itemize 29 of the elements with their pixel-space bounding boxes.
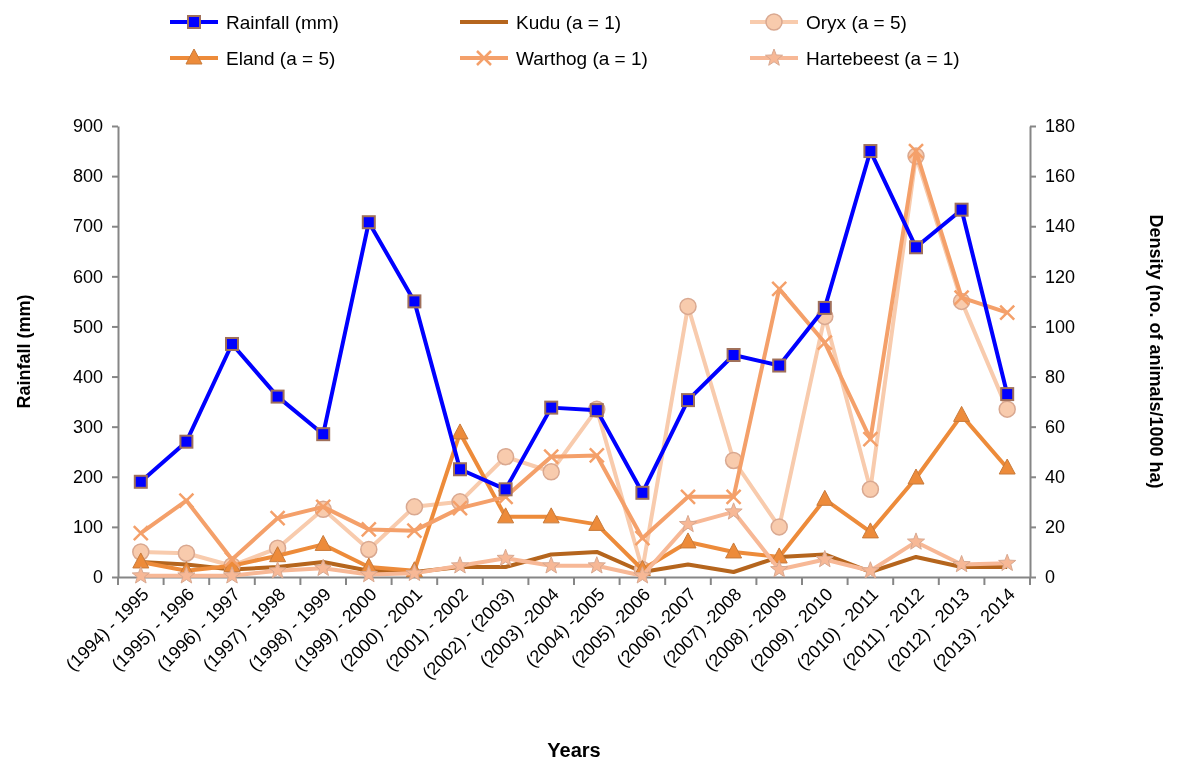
y-tick-label: 800 <box>72 166 103 187</box>
y2-tick-label: 160 <box>1045 166 1076 187</box>
legend-label: Rainfall (mm) <box>226 12 339 33</box>
y2-tick-label: 180 <box>1045 116 1076 137</box>
y-tick-label: 900 <box>72 116 103 137</box>
y2-tick-label: 120 <box>1045 266 1076 287</box>
y-tick-label: 100 <box>72 517 103 538</box>
y2-axis-title: Density (no. of animals/1000 ha) <box>1146 214 1166 489</box>
y-tick-label: 300 <box>72 416 103 437</box>
legend-label: Warthog (a = 1) <box>516 48 648 69</box>
legend-label: Oryx (a = 5) <box>806 12 907 33</box>
y2-tick-label: 60 <box>1045 416 1066 437</box>
y-tick-label: 500 <box>72 316 103 337</box>
y2-tick-label: 0 <box>1045 567 1056 588</box>
y2-tick-label: 40 <box>1045 467 1066 488</box>
y-tick-label: 600 <box>72 266 103 287</box>
legend-label: Eland (a = 5) <box>226 48 336 69</box>
y-tick-label: 0 <box>92 567 103 588</box>
y2-tick-label: 80 <box>1045 366 1066 387</box>
y2-tick-label: 140 <box>1045 216 1076 237</box>
y2-tick-label: 100 <box>1045 316 1076 337</box>
y-tick-label: 200 <box>72 467 103 488</box>
x-axis-title: Years <box>547 739 601 761</box>
y2-tick-label: 20 <box>1045 517 1066 538</box>
legend-label: Hartebeest (a = 1) <box>806 48 960 69</box>
y-tick-label: 400 <box>72 366 103 387</box>
y-tick-label: 700 <box>72 216 103 237</box>
y-axis-title: Rainfall (mm) <box>14 294 34 409</box>
legend-label: Kudu (a = 1) <box>516 12 622 33</box>
